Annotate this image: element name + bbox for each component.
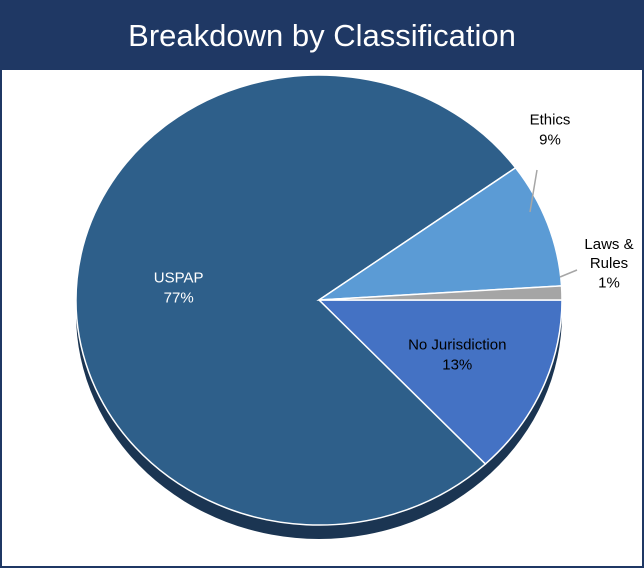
slice-name: Laws & Rules xyxy=(584,236,634,272)
leader-line xyxy=(559,269,578,278)
slice-name: No Jurisdiction xyxy=(408,336,507,354)
chart-title: Breakdown by Classification xyxy=(2,2,642,70)
slice-value: 1% xyxy=(598,274,620,292)
pie-slice xyxy=(316,166,563,301)
slice-value: 13% xyxy=(442,356,473,374)
slice-name: Ethics xyxy=(529,111,571,129)
pie-slice xyxy=(317,299,563,466)
leader-line xyxy=(529,169,538,213)
slice-value: 77% xyxy=(163,289,194,307)
slice-value: 9% xyxy=(539,131,561,149)
pie-slice xyxy=(318,285,563,301)
slice-name: USPAP xyxy=(153,269,204,287)
pie-slice xyxy=(75,74,517,526)
